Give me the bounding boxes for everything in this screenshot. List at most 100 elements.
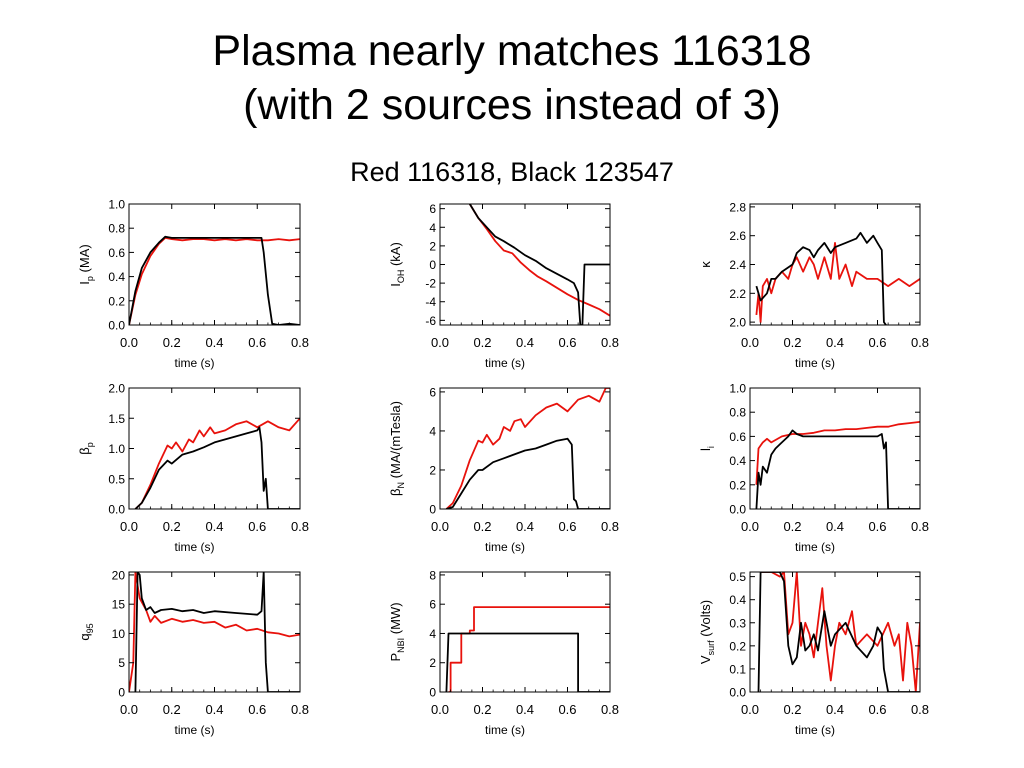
series-group bbox=[129, 235, 300, 325]
x-axis-label: time (s) bbox=[485, 723, 525, 737]
y-tick-label: 4 bbox=[429, 627, 436, 641]
chart-panel-8: 0.0 0.2 0.4 0.6 0.8 0 2 4 6 8 time (s) PNBI (MW) bbox=[388, 568, 619, 737]
x-tick-label: 0.4 bbox=[516, 335, 534, 350]
x-tick-label: 0.6 bbox=[248, 702, 266, 717]
series-line-black bbox=[755, 231, 887, 325]
x-axis-label: time (s) bbox=[175, 540, 215, 554]
chart-panel-2: 0.0 0.2 0.4 0.6 0.8 -6 -4 -2 0 2 4 6 time (s) IOH (kA… bbox=[388, 202, 619, 370]
x-tick-label: 0.2 bbox=[163, 519, 181, 534]
x-tick-label: 0.4 bbox=[205, 335, 223, 350]
x-tick-label: 0.8 bbox=[601, 519, 619, 534]
y-tick-label: 1.0 bbox=[729, 382, 746, 396]
chart-panel-5: 0.0 0.2 0.4 0.6 0.8 0 2 4 6 time (s) βN (MA/(mTesl… bbox=[388, 385, 619, 554]
y-tick-label: 0 bbox=[429, 503, 436, 517]
x-tick-label: 0.2 bbox=[473, 702, 491, 717]
series-group bbox=[469, 204, 610, 325]
x-tick-label: 0.2 bbox=[783, 702, 801, 717]
series-line-red bbox=[755, 421, 920, 485]
chart-panel-6: 0.0 0.2 0.4 0.6 0.8 0.0 0.2 0.4 0.6 0.8 1.0 time (s… bbox=[698, 382, 929, 555]
x-axis-label: time (s) bbox=[175, 723, 215, 737]
y-tick-label: 0.1 bbox=[729, 662, 746, 676]
y-tick-label: 20 bbox=[112, 568, 126, 582]
slide-title-line2: (with 2 sources instead of 3) bbox=[243, 81, 781, 129]
y-tick-label: 2.0 bbox=[729, 316, 746, 330]
series-line-black bbox=[129, 235, 300, 325]
y-axis-label: Ip (MA) bbox=[77, 244, 95, 284]
slide-subtitle: Red 116318, Black 123547 bbox=[350, 157, 674, 187]
y-axis-label-main: I bbox=[388, 283, 403, 287]
y-tick-label: 8 bbox=[429, 568, 436, 582]
y-tick-label: 0.8 bbox=[729, 406, 746, 420]
y-tick-label: 2 bbox=[429, 239, 436, 253]
chart-panel-7: 0.0 0.2 0.4 0.6 0.8 0 5 10 15 20 time (s) q95 bbox=[77, 568, 309, 737]
y-tick-label: 2.6 bbox=[729, 229, 746, 243]
y-axis-label-main: V bbox=[698, 655, 713, 664]
plot-frame bbox=[749, 571, 921, 693]
y-axis-label-sub: surf bbox=[706, 640, 716, 656]
x-tick-label: 0.4 bbox=[826, 519, 844, 534]
x-tick-label: 0.0 bbox=[431, 519, 449, 534]
plot-frame bbox=[439, 571, 611, 693]
x-tick-label: 0.2 bbox=[783, 519, 801, 534]
y-tick-label: 2.0 bbox=[108, 382, 125, 396]
y-tick-label: 6 bbox=[429, 385, 436, 399]
x-tick-label: 0.8 bbox=[601, 702, 619, 717]
x-tick-label: 0.8 bbox=[911, 335, 929, 350]
series-line-black bbox=[469, 204, 610, 325]
x-tick-label: 0.8 bbox=[291, 335, 309, 350]
y-tick-label: -2 bbox=[425, 277, 436, 291]
y-axis-label-main: q bbox=[77, 633, 92, 640]
x-tick-label: 0.6 bbox=[248, 335, 266, 350]
series-line-black bbox=[446, 437, 610, 509]
x-tick-label: 0.8 bbox=[601, 335, 619, 350]
y-tick-label: 2 bbox=[429, 463, 436, 477]
y-axis-label-main: I bbox=[77, 281, 92, 285]
x-tick-label: 0.2 bbox=[473, 335, 491, 350]
plot-frame bbox=[128, 571, 301, 693]
x-tick-label: 0.4 bbox=[516, 519, 534, 534]
y-tick-label: 0.0 bbox=[729, 686, 746, 700]
x-axis-label: time (s) bbox=[795, 723, 835, 737]
y-tick-label: 2 bbox=[429, 656, 436, 670]
series-group bbox=[755, 231, 920, 325]
series-line-red bbox=[755, 241, 920, 324]
x-tick-label: 0.2 bbox=[783, 335, 801, 350]
series-line-black bbox=[134, 572, 300, 692]
plot-frame bbox=[128, 203, 301, 326]
y-tick-label: -4 bbox=[425, 295, 436, 309]
x-tick-label: 0.0 bbox=[741, 702, 759, 717]
x-tick-label: 0.4 bbox=[205, 519, 223, 534]
series-group bbox=[755, 421, 920, 509]
y-tick-label: 4 bbox=[429, 424, 436, 438]
y-tick-label: 0.6 bbox=[108, 246, 125, 260]
y-axis-label-sub: p bbox=[85, 276, 95, 281]
y-tick-label: 4 bbox=[429, 221, 436, 235]
x-tick-label: 0.6 bbox=[868, 519, 886, 534]
x-tick-label: 0.6 bbox=[558, 702, 576, 717]
y-tick-label: 0.6 bbox=[729, 430, 746, 444]
y-axis-label-unit: (MW) bbox=[388, 602, 403, 637]
x-tick-label: 0.0 bbox=[741, 519, 759, 534]
x-tick-label: 0.2 bbox=[473, 519, 491, 534]
series-group bbox=[757, 572, 920, 692]
y-axis-label: βp bbox=[77, 442, 95, 455]
series-group bbox=[134, 417, 300, 509]
y-axis-label: li bbox=[698, 446, 716, 451]
y-axis-label-sub: 95 bbox=[85, 623, 95, 633]
y-tick-label: 0.2 bbox=[729, 639, 746, 653]
x-tick-label: 0.8 bbox=[911, 519, 929, 534]
chart-panel-9: 0.0 0.2 0.4 0.6 0.8 0.0 0.1 0.2 0.3 0.4 0.5 time (s… bbox=[698, 570, 929, 737]
y-tick-label: 0.2 bbox=[108, 294, 125, 308]
y-tick-label: 6 bbox=[429, 202, 436, 216]
x-tick-label: 0.0 bbox=[120, 519, 138, 534]
y-tick-label: 6 bbox=[429, 598, 436, 612]
y-tick-label: 0.0 bbox=[108, 319, 125, 333]
y-axis-label-sub: i bbox=[706, 446, 716, 448]
y-tick-label: 0.8 bbox=[108, 222, 125, 236]
y-axis-label: βN (MA/(mTesla) bbox=[388, 401, 406, 496]
x-tick-label: 0.8 bbox=[291, 702, 309, 717]
x-tick-label: 0.0 bbox=[120, 335, 138, 350]
series-line-black bbox=[445, 632, 610, 692]
y-tick-label: 0.5 bbox=[108, 472, 125, 486]
y-tick-label: -6 bbox=[425, 314, 436, 328]
